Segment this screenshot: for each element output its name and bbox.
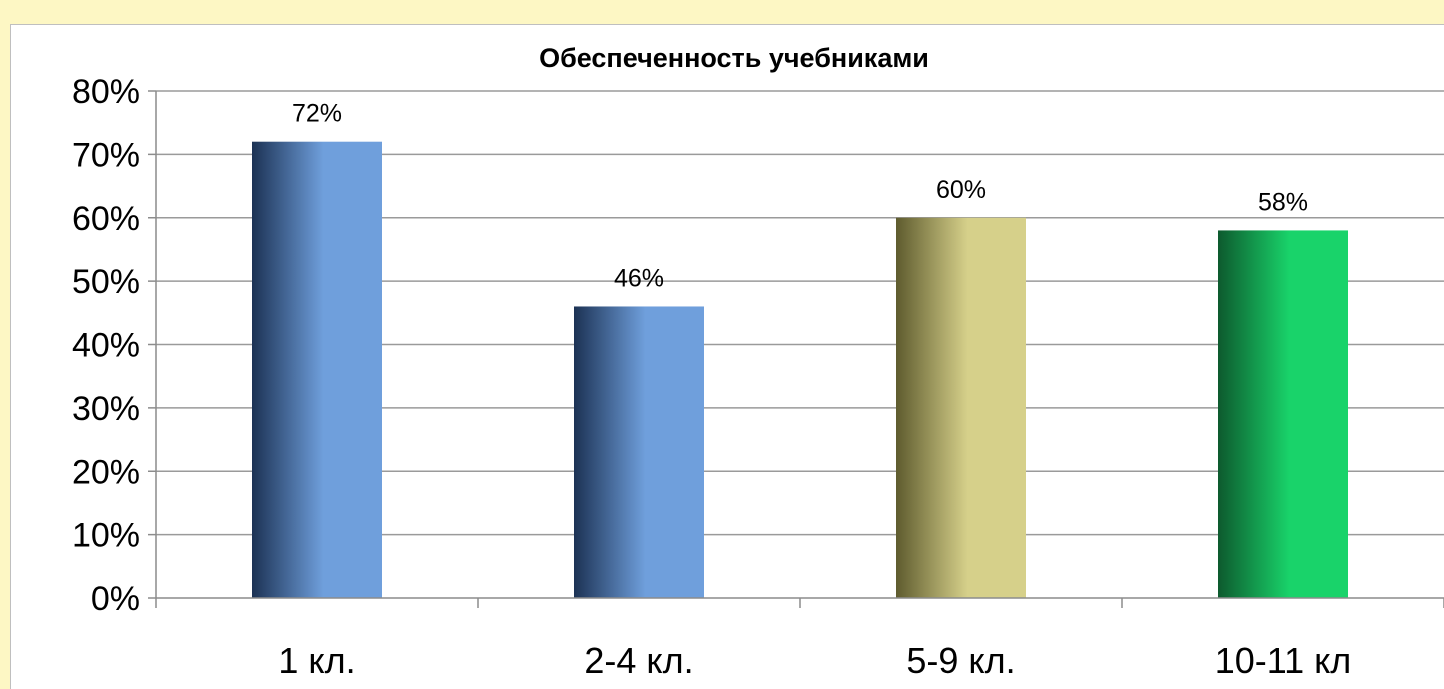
data-label: 72%: [292, 100, 342, 128]
y-tick-label: 40%: [72, 327, 140, 365]
y-tick-label: 60%: [72, 200, 140, 238]
y-tick-label: 50%: [72, 263, 140, 301]
data-label: 60%: [936, 176, 986, 204]
y-tick-label: 70%: [72, 136, 140, 174]
bar-4: [1218, 230, 1348, 599]
chart-frame: [10, 24, 1444, 689]
category-label: 1 кл.: [278, 640, 355, 681]
bars: [252, 141, 1348, 599]
y-tick-label: 80%: [72, 73, 140, 111]
y-tick-label: 0%: [91, 580, 140, 618]
data-label: 58%: [1258, 188, 1308, 216]
y-tick-label: 20%: [72, 453, 140, 491]
chart-title: Обеспеченность учебниками: [539, 43, 929, 73]
category-label: 2-4 кл.: [584, 640, 693, 681]
data-label: 46%: [614, 264, 664, 292]
labels: 0% 10% 20% 30% 40% 50% 60% 70% 80% 72% 1 кл. 46% 2-4…: [72, 73, 1351, 681]
category-label: 10-11 кл: [1215, 640, 1352, 681]
axes: [148, 90, 1444, 608]
bar-2: [574, 306, 704, 598]
y-tick-label: 10%: [72, 517, 140, 555]
y-tick-label: 30%: [72, 390, 140, 428]
bar-1: [252, 141, 382, 598]
bar-3: [896, 217, 1026, 598]
category-label: 5-9 кл.: [906, 640, 1015, 681]
